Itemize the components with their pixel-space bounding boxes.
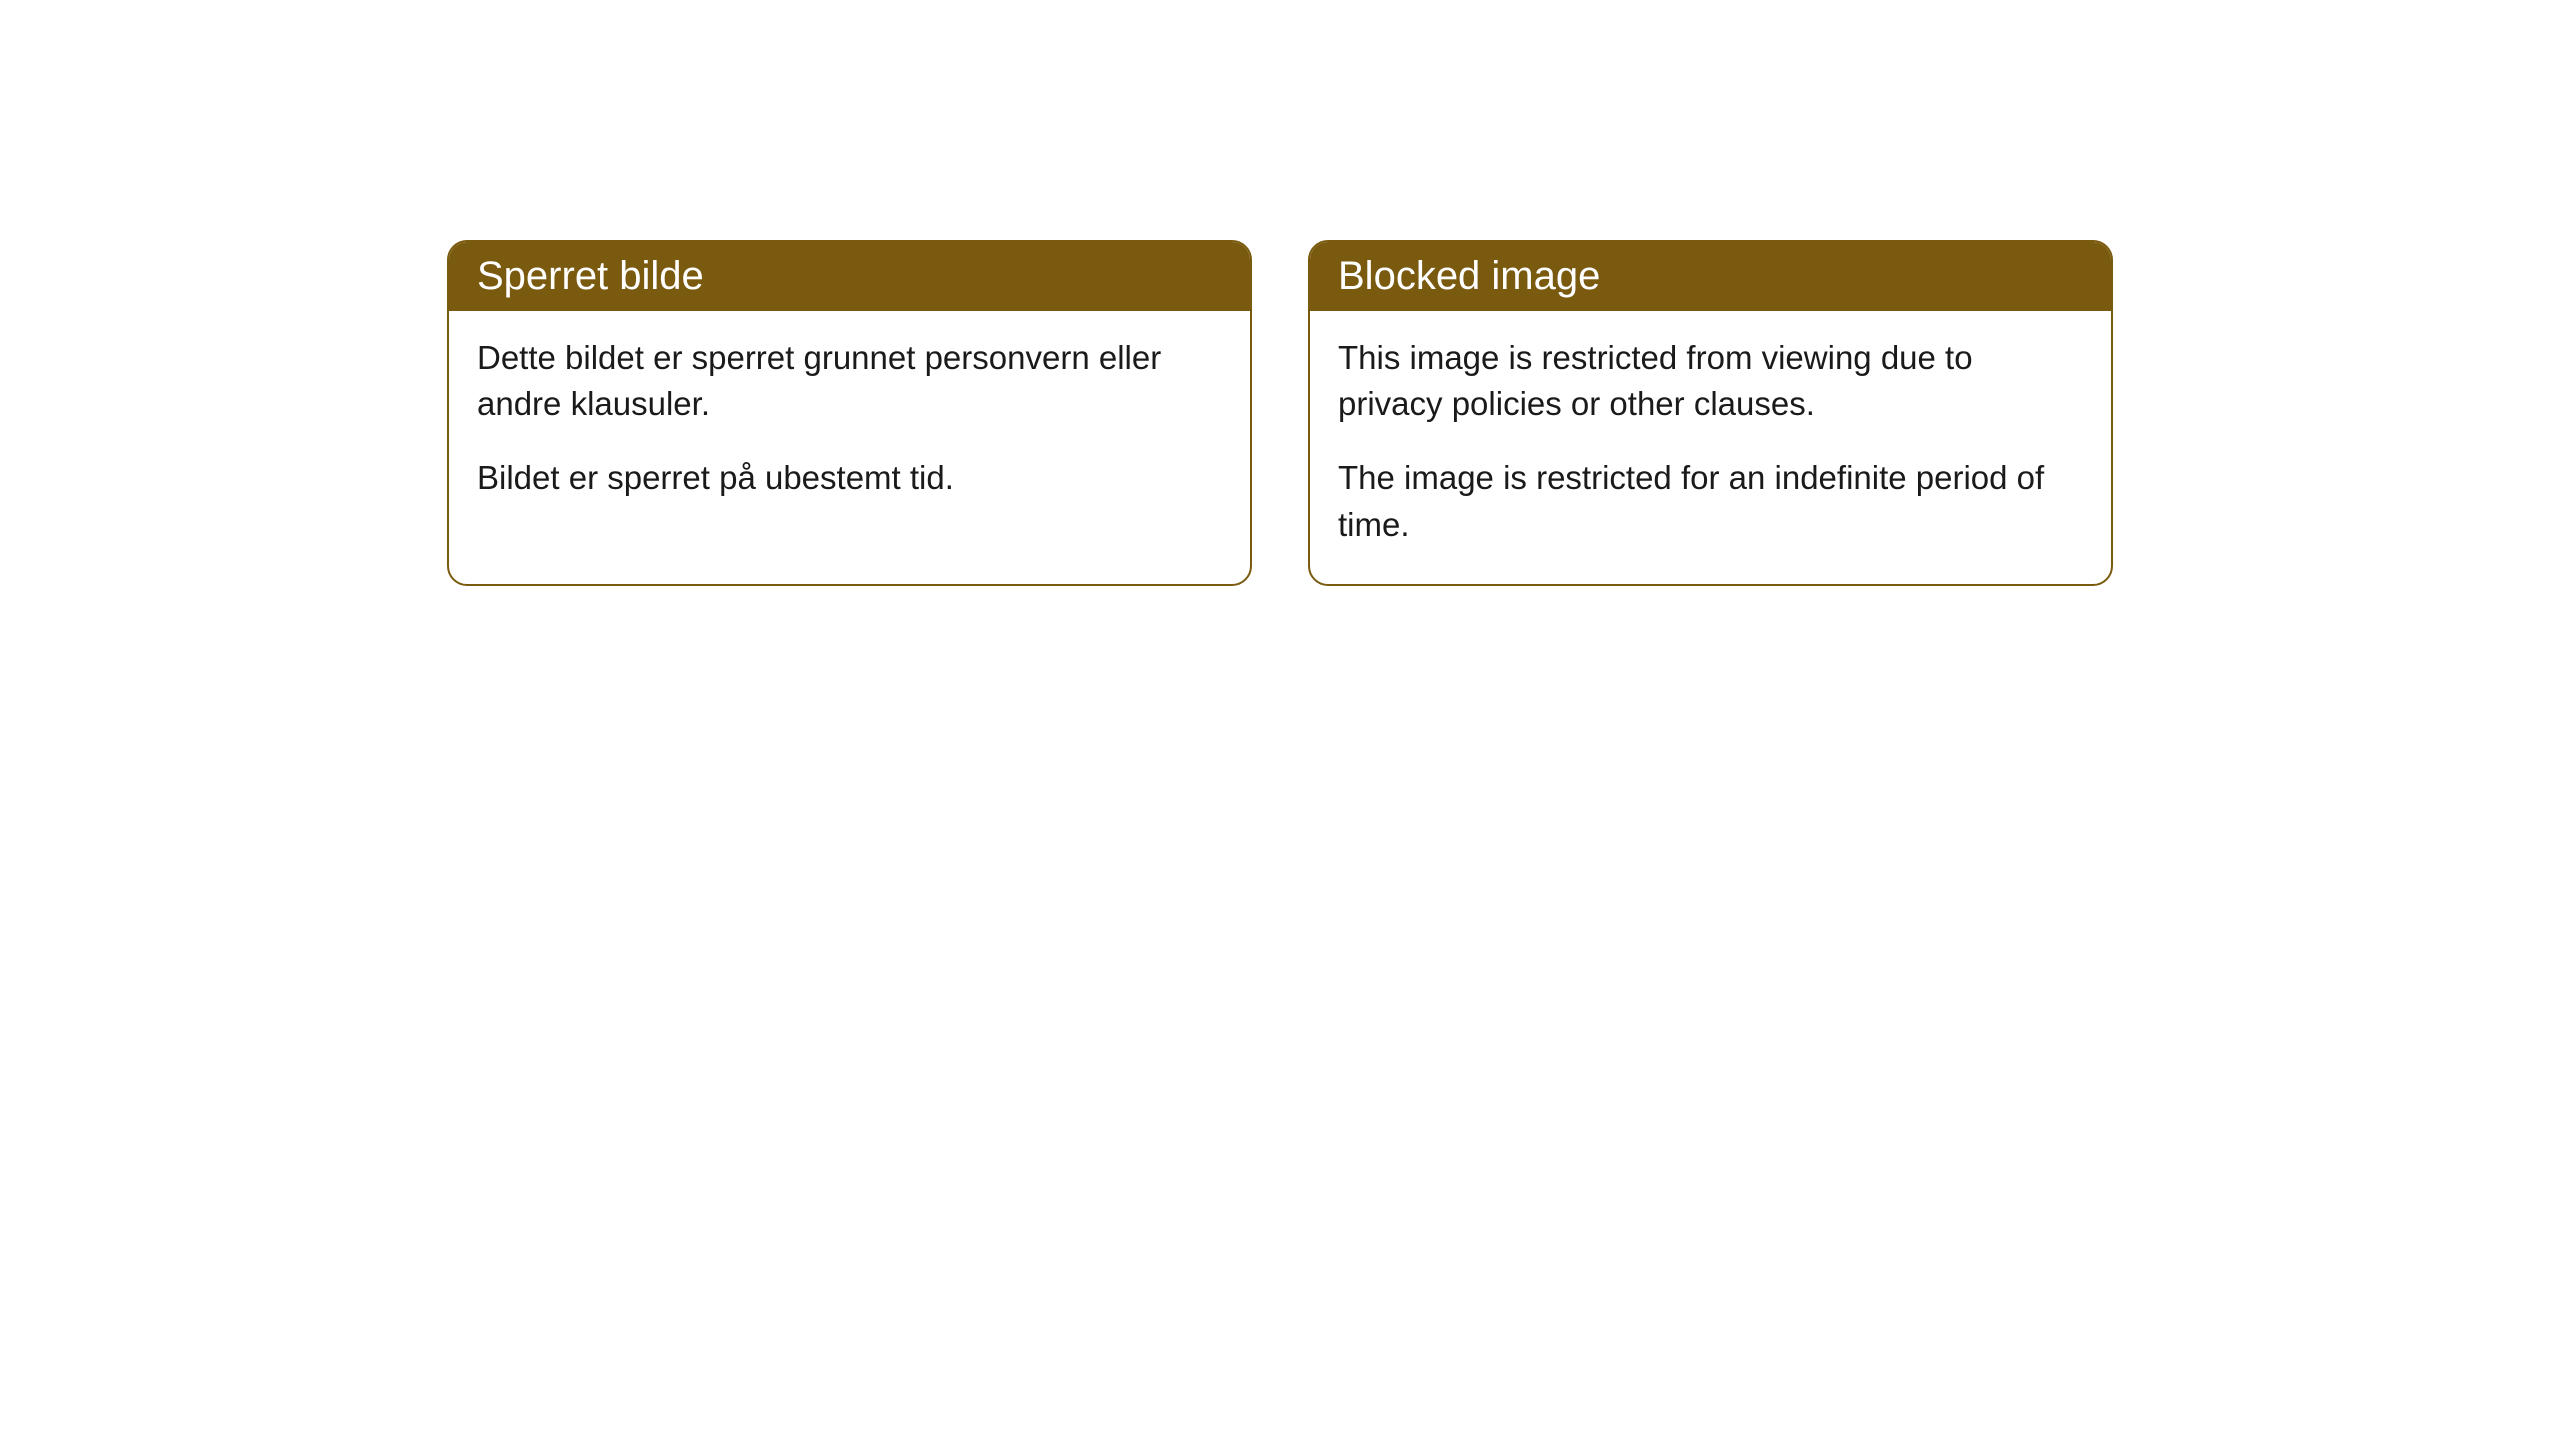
card-title: Sperret bilde — [477, 254, 704, 298]
blocked-image-card-norwegian: Sperret bilde Dette bildet er sperret gr… — [447, 240, 1252, 586]
card-body: This image is restricted from viewing du… — [1310, 311, 2111, 584]
blocked-image-card-english: Blocked image This image is restricted f… — [1308, 240, 2113, 586]
card-title: Blocked image — [1338, 254, 1600, 298]
card-paragraph-1: Dette bildet er sperret grunnet personve… — [477, 335, 1222, 427]
card-header: Blocked image — [1310, 242, 2111, 311]
card-header: Sperret bilde — [449, 242, 1250, 311]
card-paragraph-2: The image is restricted for an indefinit… — [1338, 455, 2083, 547]
card-paragraph-1: This image is restricted from viewing du… — [1338, 335, 2083, 427]
cards-container: Sperret bilde Dette bildet er sperret gr… — [447, 240, 2113, 586]
card-paragraph-2: Bildet er sperret på ubestemt tid. — [477, 455, 1222, 501]
card-body: Dette bildet er sperret grunnet personve… — [449, 311, 1250, 538]
